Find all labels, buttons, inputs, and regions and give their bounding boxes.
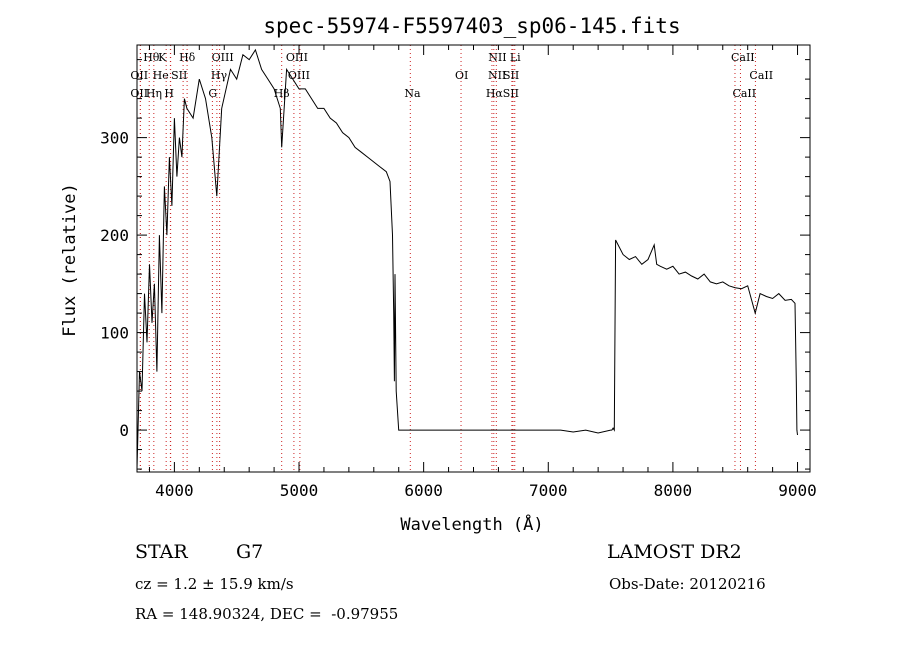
line-label-3: OII: [130, 69, 148, 82]
y-tick-label-0: 0: [119, 421, 129, 440]
y-axis-label: Flux (relative): [60, 183, 80, 337]
line-label-16: OI: [455, 69, 468, 82]
line-label-11: G: [208, 87, 217, 100]
x-tick-label-4000: 4000: [155, 481, 194, 500]
spectrum-line: [136, 48, 798, 470]
line-label-6: OII: [130, 87, 148, 100]
line-label-18: Li: [510, 51, 521, 64]
y-tick-label-300: 300: [100, 129, 129, 148]
line-label-22: SII: [503, 87, 519, 100]
chart-title: spec-55974-F5597403_sp06-145.fits: [263, 14, 680, 38]
object-class: STAR: [135, 541, 188, 563]
line-label-24: CaII: [749, 69, 773, 82]
y-tick-label-100: 100: [100, 324, 129, 343]
line-label-9: OIII: [212, 51, 234, 64]
line-label-8: H: [164, 87, 174, 100]
x-axis-label: Wavelength (Å): [400, 513, 543, 535]
redshift-velocity: cz = 1.2 ± 15.9 km/s: [135, 575, 294, 593]
object-subclass: G7: [236, 541, 264, 563]
line-label-14: Hβ: [274, 87, 290, 100]
line-label-23: CaII: [731, 51, 755, 64]
x-tick-label-8000: 8000: [654, 481, 693, 500]
line-label-13: OIII: [288, 69, 310, 82]
line-label-20: SII: [503, 69, 519, 82]
observation-date: Obs-Date: 20120216: [609, 575, 766, 593]
line-label-1: K: [158, 51, 167, 64]
line-label-17: NII: [488, 51, 506, 64]
line-label-21: Hα: [486, 87, 504, 100]
x-tick-label-7000: 7000: [529, 481, 568, 500]
y-tick-label-200: 200: [100, 226, 129, 245]
line-label-25: CaII: [732, 87, 756, 100]
line-label-0: Hθ: [143, 51, 160, 64]
line-label-19: NII: [488, 69, 506, 82]
plot-frame: [136, 44, 811, 473]
line-label-10: Hγ: [211, 69, 228, 82]
x-tick-label-6000: 6000: [404, 481, 443, 500]
line-label-5: SII: [171, 69, 187, 82]
line-label-4: He: [153, 69, 169, 82]
line-label-12: OIII: [286, 51, 308, 64]
x-tick-label-9000: 9000: [778, 481, 817, 500]
coordinates: RA = 148.90324, DEC = -0.97955: [135, 605, 399, 623]
line-label-15: Na: [404, 87, 421, 100]
line-label-7: Hη: [146, 87, 162, 100]
line-label-2: Hδ: [179, 51, 196, 64]
x-tick-label-5000: 5000: [280, 481, 319, 500]
survey-name: LAMOST DR2: [607, 541, 742, 563]
